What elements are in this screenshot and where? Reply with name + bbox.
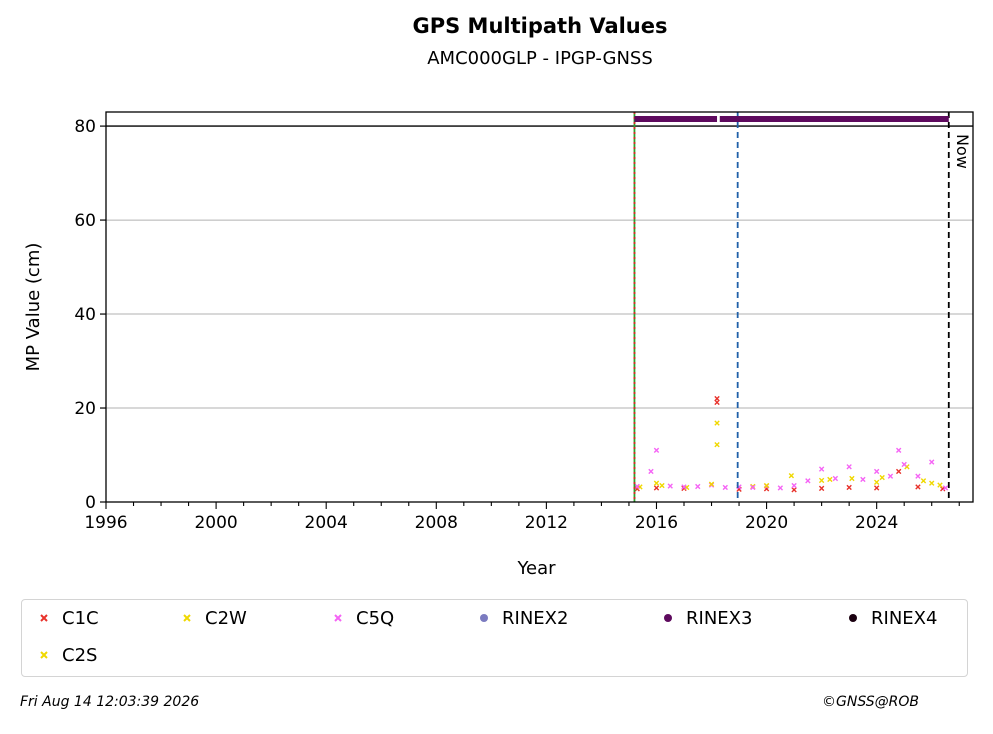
- legend-label-rinex2: RINEX2: [502, 607, 569, 629]
- y-tick-label: 20: [74, 399, 96, 419]
- legend-marker-c5q: [330, 610, 346, 626]
- data-point-c5q: [818, 466, 825, 472]
- y-tick-label: 80: [74, 117, 96, 137]
- data-point-c5q: [846, 464, 852, 470]
- data-point-c5q: [634, 483, 640, 490]
- y-tick-label: 0: [85, 493, 96, 513]
- x-axis-label: Year: [516, 558, 556, 579]
- y-tick-label: 40: [74, 305, 96, 325]
- data-point-c2s: [818, 477, 825, 484]
- legend-item-rinex4: RINEX4: [845, 605, 937, 631]
- x-tick-label: 2012: [525, 513, 568, 533]
- data-point-c2w: [714, 420, 720, 426]
- legend-item-c5q: C5Q: [330, 605, 394, 631]
- legend-item-c2w: C2W: [179, 605, 247, 631]
- copyright-note: ©GNSS@ROB: [822, 694, 919, 710]
- data-point-c1c: [818, 485, 825, 492]
- y-axis-label: MP Value (cm): [23, 243, 44, 372]
- chart-title: GPS Multipath Values: [412, 14, 668, 38]
- x-tick-label: 2004: [305, 513, 348, 533]
- data-point-c5q: [832, 475, 839, 482]
- x-tick-label: 2008: [415, 513, 458, 533]
- legend-item-c1c: C1C: [36, 605, 99, 631]
- x-tick-label: 2024: [855, 513, 898, 533]
- data-point-c5q: [653, 447, 660, 454]
- chart-subtitle: AMC000GLP - IPGP-GNSS: [427, 48, 653, 69]
- data-point-c2w: [920, 478, 927, 484]
- data-point-c5q: [648, 468, 654, 475]
- data-point-c1c: [846, 484, 852, 491]
- legend-label-rinex4: RINEX4: [871, 607, 938, 629]
- data-point-c1c: [915, 484, 921, 490]
- data-point-c2s: [873, 479, 880, 485]
- data-point-c5q: [942, 485, 949, 491]
- data-point-c2s: [708, 481, 715, 487]
- data-point-c5q: [722, 484, 728, 491]
- data-point-c2w: [937, 482, 943, 488]
- data-point-c5q: [681, 484, 687, 490]
- data-point-c2s: [929, 480, 935, 486]
- legend-item-c2s: C2S: [36, 642, 97, 668]
- data-point-c5q: [777, 485, 784, 491]
- now-label: Now: [953, 134, 972, 169]
- data-point-c2s: [763, 482, 770, 489]
- multipath-scatter-chart: Now 0 20 40 60 80 1996 2000 2004 2008 2012 2016 2020…: [23, 111, 974, 579]
- data-point-c5q: [895, 447, 902, 454]
- data-point-c2w: [827, 476, 833, 483]
- data-point-c5q: [887, 473, 894, 479]
- data-point-c5q: [791, 482, 797, 489]
- data-point-c2w: [659, 482, 665, 489]
- plot-frame: [105, 111, 974, 503]
- legend-label-c5q: C5Q: [356, 607, 395, 629]
- chart-legend: C1C C2W C5Q RINEX2 RINEX3 RINEX4 C2S: [21, 599, 968, 677]
- data-point-c5q: [860, 476, 866, 483]
- legend-item-rinex2: RINEX2: [476, 605, 568, 631]
- legend-item-rinex3: RINEX3: [660, 605, 752, 631]
- data-point-c2s: [653, 480, 660, 486]
- legend-marker-c1c: [36, 610, 52, 626]
- data-point-c1c: [714, 399, 720, 406]
- data-point-c1c: [653, 485, 660, 491]
- legend-marker-rinex4: [845, 610, 861, 626]
- legend-marker-c2w: [179, 610, 195, 626]
- x-tick-label: 2000: [194, 513, 237, 533]
- data-point-c5q: [873, 468, 880, 475]
- data-point-c5q: [667, 483, 673, 489]
- y-tick-label: 60: [74, 211, 96, 231]
- legend-marker-rinex3: [660, 610, 676, 626]
- data-point-c1c: [895, 468, 902, 475]
- x-tick-label: 2020: [745, 513, 788, 533]
- data-point-c5q: [805, 478, 811, 484]
- data-point-c5q: [929, 459, 935, 465]
- data-point-c2w: [849, 475, 855, 482]
- x-tick-label: 2016: [635, 513, 678, 533]
- data-point-c2w: [788, 472, 795, 479]
- legend-label-c2w: C2W: [205, 607, 247, 629]
- data-point-c5q: [901, 461, 907, 468]
- legend-label-rinex3: RINEX3: [686, 607, 753, 629]
- data-point-c5q: [750, 484, 756, 491]
- data-point-c2w: [714, 441, 720, 448]
- data-point-c5q: [695, 483, 701, 490]
- legend-marker-rinex2: [476, 610, 492, 626]
- generated-timestamp: Fri Aug 14 12:03:39 2026: [20, 694, 200, 710]
- data-point-c1c: [791, 487, 797, 493]
- legend-marker-c2s: [36, 647, 52, 663]
- x-tick-label: 1996: [84, 513, 127, 533]
- legend-label-c1c: C1C: [62, 607, 99, 629]
- data-point-c2w: [879, 474, 885, 481]
- data-point-c1c: [873, 485, 880, 491]
- legend-label-c2s: C2S: [62, 644, 98, 666]
- data-point-c5q: [915, 473, 921, 479]
